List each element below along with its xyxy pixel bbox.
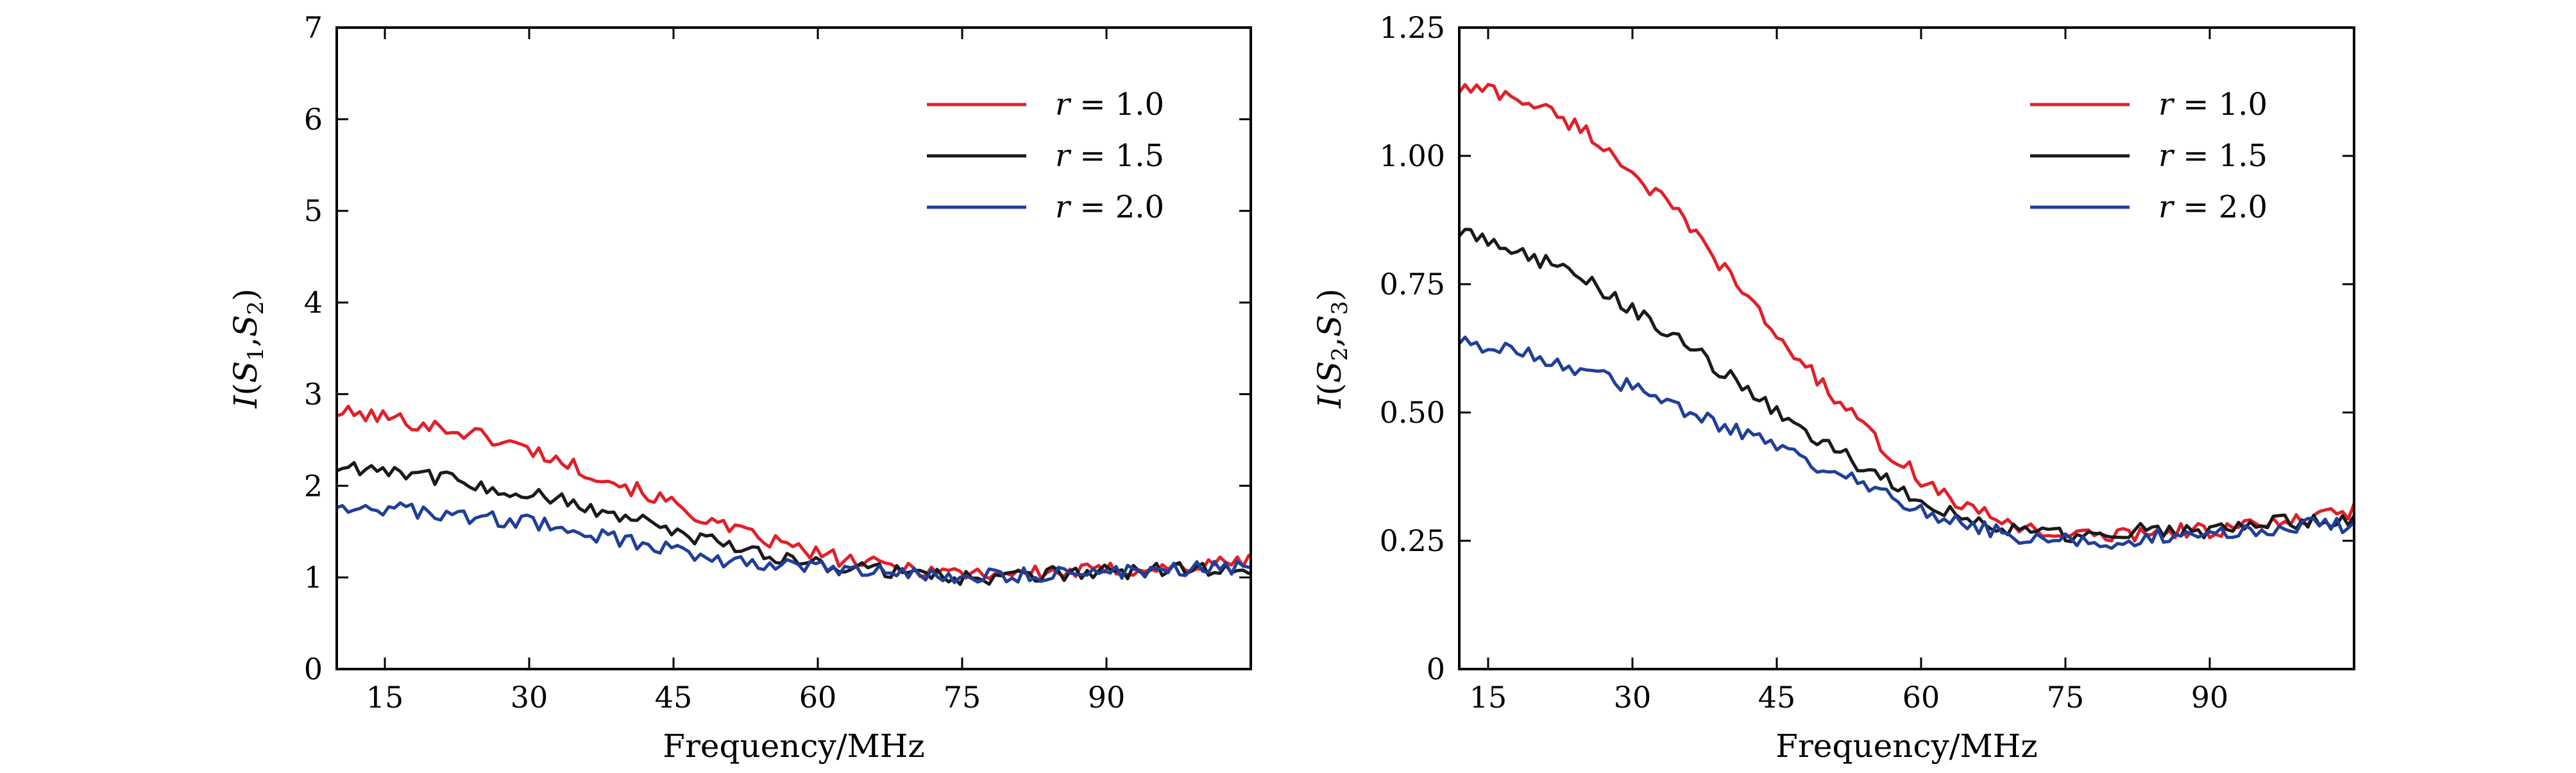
x-axis-label: Frequency/MHz <box>663 727 924 765</box>
legend-label: r = 1.5 <box>2158 138 2267 174</box>
x-tick-label: 60 <box>799 680 837 715</box>
x-tick-label: 15 <box>1470 680 1507 715</box>
legend-label: r = 2.0 <box>1055 189 1164 225</box>
y-tick-label: 5 <box>304 194 323 228</box>
legend: r = 1.0 r = 1.5 r = 2.0 <box>2030 87 2267 225</box>
y-tick-label: 4 <box>304 285 323 320</box>
y-tick-label: 3 <box>304 377 323 411</box>
series-line-3 <box>1459 336 2354 550</box>
legend-item-1: r = 1.0 <box>927 87 1164 123</box>
legend-item-1: r = 1.0 <box>2030 87 2267 123</box>
series-line-1 <box>337 404 1251 581</box>
legend-label: r = 1.0 <box>2158 87 2267 123</box>
legend-label: r = 1.0 <box>1055 87 1164 123</box>
x-tick-label: 90 <box>1088 680 1126 715</box>
x-tick-label: 30 <box>1614 680 1652 715</box>
series-line-1 <box>1459 83 2354 543</box>
x-tick-label: 90 <box>2191 680 2229 715</box>
series-line-2 <box>1459 228 2354 543</box>
plot-frame <box>335 26 1252 670</box>
legend-label: r = 2.0 <box>2158 189 2267 225</box>
plot-frame <box>1458 26 2355 670</box>
legend: r = 1.0 r = 1.5 r = 2.0 <box>927 87 1164 225</box>
legend-item-3: r = 2.0 <box>2030 189 2267 225</box>
legend-item-3: r = 2.0 <box>927 189 1164 225</box>
y-tick-label: 1 <box>304 560 323 595</box>
series-group <box>1459 83 2354 550</box>
y-tick-label: 1.00 <box>1380 139 1445 173</box>
y-tick-label: 2 <box>304 468 323 503</box>
legend-item-2: r = 1.5 <box>927 138 1164 174</box>
legend-label: r = 1.5 <box>1055 138 1164 174</box>
y-tick-label: 0 <box>304 652 323 686</box>
y-tick-label: 0 <box>1427 652 1445 686</box>
x-tick-label: 75 <box>2047 680 2085 715</box>
x-tick-label: 45 <box>655 680 693 715</box>
y-tick-label: 0.25 <box>1380 523 1445 558</box>
y-axis-label: I(S2,S3) <box>1311 289 1353 409</box>
x-tick-label: 30 <box>511 680 548 715</box>
x-tick-label: 60 <box>1902 680 1940 715</box>
series-group <box>337 404 1251 586</box>
y-tick-label: 0.75 <box>1380 267 1445 302</box>
series-line-3 <box>337 501 1251 584</box>
y-axis-label: I(S1,S2) <box>227 289 269 409</box>
y-tick-label: 0.50 <box>1380 395 1445 430</box>
y-tick-label: 6 <box>304 102 323 137</box>
chart-panel-2: 15 30 45 60 75 90 0 0.25 0.50 0.75 1.00 1.25 Frequen… <box>1311 10 2355 765</box>
x-tick-label: 45 <box>1758 680 1796 715</box>
y-tick-label: 7 <box>304 10 323 45</box>
legend-item-2: r = 1.5 <box>2030 138 2267 174</box>
chart-panel-1: 15 30 45 60 75 9001234567Frequency/MHzI(S1,S2… <box>227 10 1252 765</box>
x-axis-label: Frequency/MHz <box>1775 727 2037 765</box>
y-tick-label: 1.25 <box>1380 10 1445 45</box>
x-tick-label: 15 <box>366 680 404 715</box>
x-tick-label: 75 <box>944 680 981 715</box>
